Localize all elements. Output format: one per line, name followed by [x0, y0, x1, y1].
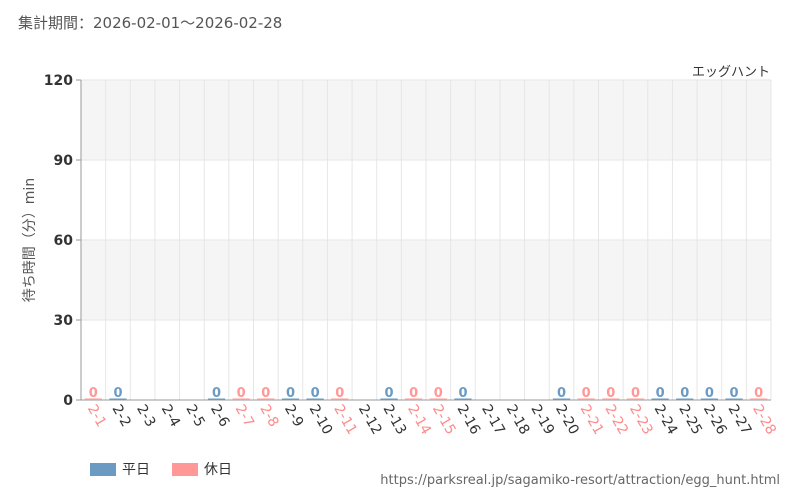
bar-2-2 [109, 398, 127, 400]
bar-2-1 [84, 398, 102, 400]
bar-2-13 [380, 398, 398, 400]
value-label-2-11: 0 [335, 386, 344, 401]
x-tick-label-2-19: 2-19 [527, 402, 557, 438]
bar-2-27 [725, 398, 743, 400]
legend-item-holiday[interactable]: 休日 [172, 459, 232, 479]
value-label-2-23: 0 [631, 386, 640, 401]
x-tick-label-2-3: 2-3 [133, 402, 158, 430]
x-tick-label-2-10: 2-10 [306, 402, 336, 438]
value-label-2-27: 0 [730, 386, 739, 401]
value-label-2-1: 0 [89, 386, 98, 401]
x-tick-label-2-23: 2-23 [626, 402, 656, 438]
value-label-2-7: 0 [237, 386, 246, 401]
x-tick-label-2-25: 2-25 [675, 402, 705, 438]
bar-2-20 [552, 398, 571, 400]
x-tick-label-2-6: 2-6 [207, 402, 232, 430]
value-label-2-20: 0 [557, 386, 566, 401]
bar-2-15 [429, 398, 447, 400]
x-tick-label-2-13: 2-13 [380, 402, 410, 438]
bar-2-14 [405, 398, 423, 400]
x-tick-label-2-5: 2-5 [182, 402, 207, 430]
y-tick-label: 30 [54, 313, 74, 329]
value-label-2-10: 0 [311, 386, 320, 401]
x-tick-label-2-11: 2-11 [330, 402, 360, 438]
value-label-2-16: 0 [458, 386, 467, 401]
x-tick-label-2-27: 2-27 [725, 402, 755, 438]
value-label-2-26: 0 [705, 386, 714, 401]
y-tick-label: 0 [63, 393, 73, 409]
x-tick-label-2-14: 2-14 [404, 402, 434, 438]
source-url[interactable]: https://parksreal.jp/sagamiko-resort/att… [380, 473, 780, 488]
x-tick-label-2-20: 2-20 [552, 402, 582, 438]
bar-2-25 [676, 398, 694, 400]
x-tick-label-2-22: 2-22 [601, 402, 631, 438]
x-tick-label-2-7: 2-7 [232, 402, 257, 430]
x-tick-label-2-9: 2-9 [281, 402, 306, 430]
bar-2-11 [331, 398, 349, 400]
holiday-swatch [172, 462, 198, 476]
bar-2-10 [306, 398, 324, 400]
legend-item-weekday[interactable]: 平日 [90, 459, 150, 479]
x-tick-label-2-24: 2-24 [651, 402, 681, 438]
value-label-2-8: 0 [261, 386, 270, 401]
bar-2-16 [454, 398, 472, 400]
value-label-2-25: 0 [680, 386, 689, 401]
legend: 平日 休日 [90, 459, 232, 479]
bar-2-21 [577, 398, 595, 400]
x-tick-label-2-17: 2-17 [478, 402, 508, 438]
x-tick-label-2-2: 2-2 [109, 402, 134, 430]
y-tick-label: 60 [54, 233, 74, 249]
bar-2-23 [626, 398, 645, 400]
x-tick-label-2-28: 2-28 [749, 402, 779, 438]
x-tick-label-2-8: 2-8 [256, 402, 281, 430]
x-tick-label-2-26: 2-26 [700, 402, 730, 438]
bar-2-24 [651, 398, 669, 400]
bar-2-6 [207, 398, 226, 400]
weekday-swatch [90, 462, 116, 476]
value-label-2-24: 0 [656, 386, 665, 401]
bar-2-28 [750, 398, 768, 400]
bar-2-9 [281, 398, 300, 400]
legend-label-holiday: 休日 [204, 462, 232, 478]
x-tick-label-2-12: 2-12 [355, 402, 385, 438]
value-label-2-14: 0 [409, 386, 418, 401]
y-axis-label: 待ち時間（分）min [22, 178, 38, 302]
x-tick-label-2-18: 2-18 [503, 402, 533, 438]
x-tick-label-2-21: 2-21 [577, 402, 607, 438]
value-label-2-15: 0 [434, 386, 443, 401]
value-label-2-22: 0 [606, 386, 615, 401]
y-tick-label: 90 [54, 153, 74, 169]
bar-2-22 [602, 398, 620, 400]
x-tick-label-2-15: 2-15 [429, 402, 459, 438]
value-label-2-28: 0 [754, 386, 763, 401]
value-label-2-21: 0 [582, 386, 591, 401]
chart-title: エッグハント [691, 65, 770, 80]
value-label-2-6: 0 [212, 386, 221, 401]
value-label-2-9: 0 [286, 386, 295, 401]
value-label-2-13: 0 [385, 386, 394, 401]
x-tick-label-2-4: 2-4 [158, 402, 183, 430]
bar-2-8 [257, 398, 275, 400]
value-label-2-2: 0 [113, 386, 122, 401]
collection-period: 集計期間：2026-02-01～2026-02-28 [18, 14, 283, 32]
bar-2-7 [232, 398, 250, 400]
y-tick-label: 120 [44, 73, 73, 89]
legend-label-weekday: 平日 [122, 462, 150, 478]
bar-2-26 [700, 398, 719, 400]
x-tick-label-2-1: 2-1 [84, 402, 109, 430]
x-tick-label-2-16: 2-16 [454, 402, 484, 438]
